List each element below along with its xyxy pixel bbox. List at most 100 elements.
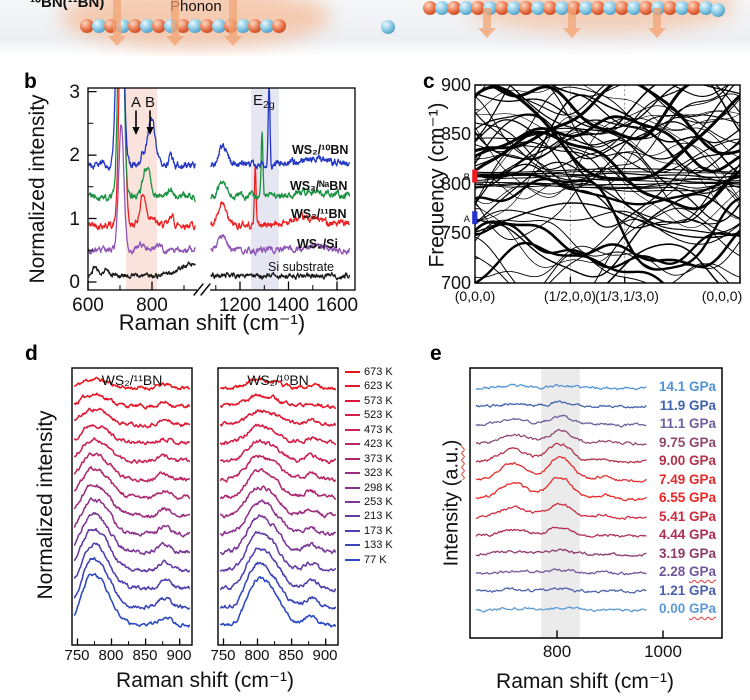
legend-label: 253 K bbox=[364, 495, 393, 508]
atom-orange bbox=[200, 19, 214, 33]
temperature-curve bbox=[73, 465, 191, 501]
legend-swatch bbox=[345, 471, 360, 474]
panel-a-schematic: ¹⁰BN(¹¹BN) Phonon bbox=[0, 0, 750, 56]
pressure-unit: GPa bbox=[688, 453, 716, 468]
phonon-band bbox=[475, 119, 740, 189]
pressure-value: 3.19 bbox=[658, 546, 686, 561]
peak-b-annotation: B bbox=[145, 94, 155, 111]
phonon-band bbox=[475, 183, 740, 192]
d-right-xtick-850: 850 bbox=[278, 647, 303, 664]
b-ytick-2: 2 bbox=[69, 145, 80, 166]
legend-item: 523 K bbox=[345, 408, 393, 421]
peak-a-annotation: A bbox=[131, 94, 141, 111]
panel-b-raman-spectra: b Normalized intensity 0 1 2 3 600 800 1… bbox=[20, 68, 412, 340]
phonon-band bbox=[475, 207, 740, 283]
b-ytick-1: 1 bbox=[69, 209, 80, 230]
legend-item: 473 K bbox=[345, 423, 393, 436]
phonon-band bbox=[475, 172, 740, 178]
legend-swatch bbox=[345, 428, 360, 431]
legend-label: 77 K bbox=[364, 553, 387, 566]
pressure-label: 2.28 GPa bbox=[636, 564, 716, 579]
phonon-band bbox=[475, 171, 740, 175]
phonon-arrow-head bbox=[108, 36, 126, 46]
phonon-band bbox=[475, 118, 740, 161]
temperature-curve bbox=[73, 452, 191, 483]
panel-b-xlabel: Raman shift (cm⁻¹) bbox=[118, 310, 306, 335]
phonon-band bbox=[475, 176, 740, 186]
pressure-unit: GPa bbox=[688, 490, 716, 505]
atom-orange bbox=[591, 1, 605, 15]
pressure-value: 11.1 bbox=[659, 416, 686, 431]
legend-item: 298 K bbox=[345, 481, 393, 494]
atom-orange bbox=[128, 19, 142, 33]
temperature-curve bbox=[219, 409, 337, 427]
atom-blue bbox=[260, 19, 274, 33]
atom-orange bbox=[687, 1, 701, 15]
pressure-unit: GPa bbox=[688, 472, 716, 487]
pressure-unit: GPa bbox=[688, 583, 716, 598]
atom-orange bbox=[495, 1, 509, 15]
legend-swatch bbox=[345, 543, 360, 546]
pressure-value: 14.1 bbox=[658, 379, 686, 394]
pressure-unit: GPa bbox=[688, 416, 716, 431]
spectrum-curve bbox=[210, 166, 351, 231]
temperature-curve bbox=[219, 514, 337, 556]
panel-e-xlabel: Raman shift (cm⁻¹) bbox=[496, 670, 674, 693]
atom-blue bbox=[459, 1, 473, 15]
temperature-curve bbox=[73, 376, 191, 391]
legend-swatch bbox=[345, 370, 360, 373]
pressure-unit: GPa bbox=[688, 601, 716, 616]
e2g-main: E bbox=[253, 92, 263, 109]
atom-orange bbox=[152, 19, 166, 33]
phonon-arrow-shaft bbox=[229, 0, 237, 36]
c-ytick-750: 750 bbox=[441, 223, 471, 243]
spectrum-curve bbox=[88, 124, 196, 255]
subpanel-title-ws2-11bn: WS₂/¹¹BN bbox=[102, 372, 163, 388]
atom-orange bbox=[447, 1, 461, 15]
pressure-curve bbox=[475, 502, 647, 521]
atom-orange bbox=[80, 19, 94, 33]
c-xtick-gamma2: (0,0,0) bbox=[702, 288, 742, 304]
phonon-band bbox=[475, 220, 740, 269]
spectrum-curve bbox=[210, 233, 351, 256]
temperature-curve bbox=[219, 468, 337, 500]
pressure-curve bbox=[475, 400, 647, 409]
panel-b-letter: b bbox=[24, 70, 37, 93]
atom-orange bbox=[176, 19, 190, 33]
phonon-band bbox=[475, 202, 740, 239]
phonon-band bbox=[475, 85, 740, 130]
b-xtick-1200: 1200 bbox=[219, 295, 261, 316]
phonon-band bbox=[475, 161, 740, 234]
e2g-annotation: E2g bbox=[253, 92, 275, 111]
temperature-curve bbox=[219, 530, 337, 572]
legend-swatch bbox=[345, 514, 360, 517]
spectrum-curve bbox=[210, 271, 351, 281]
spectrum-curve bbox=[88, 88, 196, 231]
temperature-curve bbox=[73, 484, 191, 519]
series-label-ws2-si: WS₂/Si bbox=[297, 237, 338, 251]
phonon-label: Phonon bbox=[170, 0, 222, 15]
phonon-arrow-head bbox=[478, 28, 496, 38]
legend-swatch bbox=[345, 457, 360, 460]
legend-label: 623 K bbox=[364, 379, 393, 392]
pressure-curve bbox=[475, 442, 647, 464]
pressure-curve bbox=[475, 606, 647, 613]
phonon-band bbox=[475, 85, 740, 171]
d-left-xtick-750: 750 bbox=[64, 647, 89, 664]
atom-chains bbox=[0, 0, 750, 56]
temperature-curve bbox=[73, 392, 191, 410]
pressure-curve bbox=[475, 383, 647, 391]
pressure-curve bbox=[475, 548, 647, 557]
phonon-band bbox=[475, 218, 740, 283]
phonon-band bbox=[475, 133, 740, 229]
atom-orange bbox=[615, 1, 629, 15]
panel-c-plot: 900 850 800 750 700 (0,0,0) (1/2,0,0) (1… bbox=[441, 75, 742, 304]
d-right-xtick-900: 900 bbox=[312, 647, 337, 664]
phonon-arrow-head bbox=[224, 36, 242, 46]
temperature-curve bbox=[219, 454, 337, 483]
atom-blue bbox=[531, 1, 545, 15]
panel-d-plot: WS₂/¹¹BN WS₂/¹⁰BN 750 800 850 900 750 80… bbox=[64, 367, 339, 664]
atom-orange bbox=[663, 1, 677, 15]
atom-blue bbox=[555, 1, 569, 15]
phonon-band bbox=[606, 243, 720, 283]
